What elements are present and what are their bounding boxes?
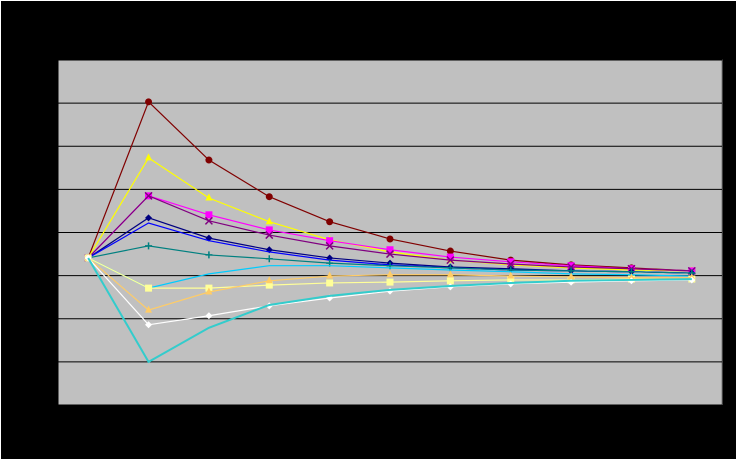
point — [204, 216, 213, 225]
point — [627, 273, 635, 281]
series-line — [87, 257, 692, 289]
point — [265, 276, 273, 284]
point — [265, 217, 273, 225]
point — [265, 255, 273, 263]
point — [385, 250, 395, 259]
point — [386, 278, 394, 286]
point — [325, 241, 334, 250]
point — [265, 226, 273, 234]
point — [205, 193, 213, 201]
point — [507, 258, 515, 266]
point — [567, 272, 575, 280]
point — [386, 246, 394, 254]
point — [145, 242, 153, 250]
point — [507, 276, 515, 284]
point — [567, 262, 576, 272]
point — [265, 193, 273, 201]
point — [446, 247, 454, 255]
point — [446, 253, 454, 261]
point — [507, 271, 515, 279]
point — [326, 271, 334, 279]
point — [265, 281, 273, 289]
point — [145, 284, 153, 292]
point — [506, 259, 515, 269]
point — [145, 321, 153, 329]
point — [145, 98, 153, 106]
point — [145, 305, 153, 313]
point — [205, 211, 213, 219]
point — [144, 191, 153, 200]
point — [326, 279, 334, 287]
point — [205, 287, 213, 295]
point — [386, 235, 394, 243]
point — [205, 156, 213, 164]
series-line — [87, 257, 692, 364]
point — [265, 231, 274, 240]
point — [446, 277, 454, 285]
point — [205, 251, 213, 259]
point — [326, 218, 334, 226]
point — [145, 153, 153, 161]
point — [145, 214, 153, 222]
point — [567, 262, 575, 270]
point — [205, 312, 213, 320]
point — [386, 270, 394, 278]
point — [446, 270, 454, 278]
point — [446, 256, 455, 265]
point — [326, 237, 334, 245]
